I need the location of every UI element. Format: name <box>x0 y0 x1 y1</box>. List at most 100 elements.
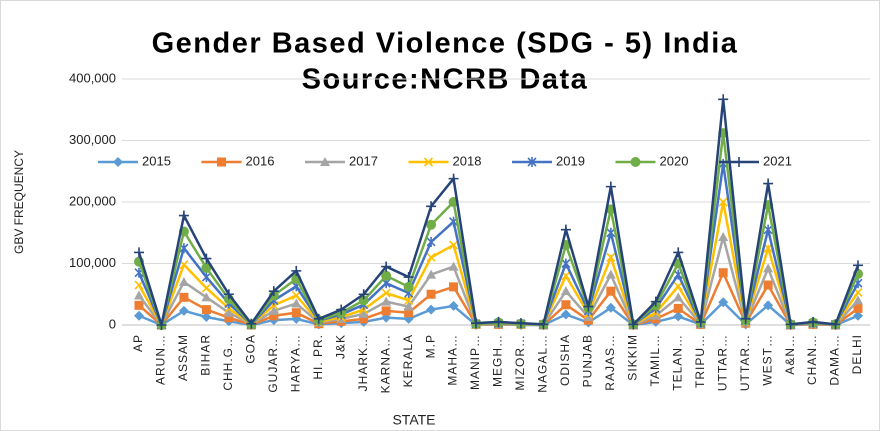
point <box>404 295 414 305</box>
x-tick-label: MEGH… <box>491 334 505 387</box>
x-tick-label: JHARK… <box>356 334 370 391</box>
point <box>291 308 301 318</box>
point <box>448 300 459 311</box>
point <box>605 181 616 192</box>
point <box>224 313 234 323</box>
y-tick-label: 0 <box>109 316 116 331</box>
point <box>853 310 863 321</box>
point <box>134 247 144 258</box>
point <box>381 261 392 272</box>
point <box>404 308 414 318</box>
x-tick-label: J&K <box>333 334 347 359</box>
point <box>134 280 144 290</box>
point <box>403 272 414 283</box>
point <box>628 319 639 330</box>
y-tick-label: 400,000 <box>69 70 116 85</box>
point <box>201 292 212 302</box>
chart-subtitle: Source:NCRB Data <box>302 64 589 96</box>
point <box>178 305 189 316</box>
point <box>605 302 616 313</box>
point <box>313 313 324 324</box>
point <box>179 260 189 270</box>
point <box>201 305 211 315</box>
x-tick-label: KERALA <box>401 334 415 387</box>
legend-marker <box>630 157 641 167</box>
y-tick-label: 300,000 <box>69 132 116 147</box>
point <box>291 298 302 308</box>
point <box>426 304 437 315</box>
point <box>606 252 616 262</box>
x-tick-label: HI. PR. <box>311 334 325 380</box>
point <box>201 253 212 264</box>
point <box>448 261 459 271</box>
point <box>808 316 819 327</box>
x-tick-label: M.P <box>423 334 437 358</box>
point <box>246 318 257 329</box>
point <box>606 286 616 296</box>
x-tick-label: TRIPU… <box>693 334 707 388</box>
point <box>853 260 863 271</box>
point <box>381 296 392 306</box>
legend-marker <box>734 157 744 167</box>
point <box>403 301 414 311</box>
point <box>695 316 706 327</box>
point <box>134 300 144 310</box>
point <box>358 289 369 300</box>
point <box>718 268 728 278</box>
point <box>178 276 189 286</box>
point <box>763 263 774 273</box>
point <box>515 318 526 329</box>
point <box>291 290 301 301</box>
x-tick-label: AP <box>131 334 145 352</box>
point <box>560 309 571 320</box>
point <box>673 292 684 302</box>
point <box>560 286 571 296</box>
point <box>718 297 729 308</box>
point <box>673 281 683 291</box>
x-tick-label: ASSAM <box>176 334 190 381</box>
point <box>763 178 774 189</box>
x-tick-label: MANIP… <box>468 334 482 390</box>
point <box>156 320 167 330</box>
point <box>426 252 436 262</box>
point <box>606 227 616 238</box>
legend-marker <box>423 157 434 167</box>
point <box>560 224 571 235</box>
point <box>650 310 661 320</box>
point <box>785 319 796 330</box>
x-tick-label: HARYA… <box>288 334 302 392</box>
point <box>381 270 392 281</box>
x-tick-label: NAGAL… <box>536 334 550 393</box>
x-tick-label: DAMA… <box>828 334 842 386</box>
point <box>853 295 863 305</box>
point <box>718 94 729 105</box>
x-tick-label: A&N… <box>783 334 797 375</box>
legend-label: 2015 <box>142 153 171 168</box>
point <box>448 240 459 250</box>
x-tick-label: RAJAS… <box>603 334 617 391</box>
point <box>673 303 683 313</box>
point <box>201 312 212 323</box>
legend-label: 2021 <box>763 153 792 168</box>
point <box>763 280 773 290</box>
legend-label: 2018 <box>453 153 482 168</box>
point <box>673 311 684 322</box>
point <box>673 247 684 258</box>
point <box>223 307 234 317</box>
x-tick-label: DELHI <box>850 334 864 374</box>
point <box>561 300 571 310</box>
point <box>201 272 211 283</box>
x-tick-label: GOA <box>244 334 258 364</box>
point <box>583 301 594 312</box>
x-tick-label: ODISHA <box>558 334 572 386</box>
point <box>538 319 549 330</box>
point <box>583 312 594 322</box>
x-tick-label: GUJAR… <box>266 334 280 393</box>
point <box>426 269 437 279</box>
point <box>561 258 571 269</box>
y-tick-label: 100,000 <box>69 255 116 270</box>
legend-label: 2016 <box>246 153 275 168</box>
point <box>426 289 436 299</box>
point <box>223 289 234 300</box>
x-tick-label: WEST… <box>760 334 774 386</box>
